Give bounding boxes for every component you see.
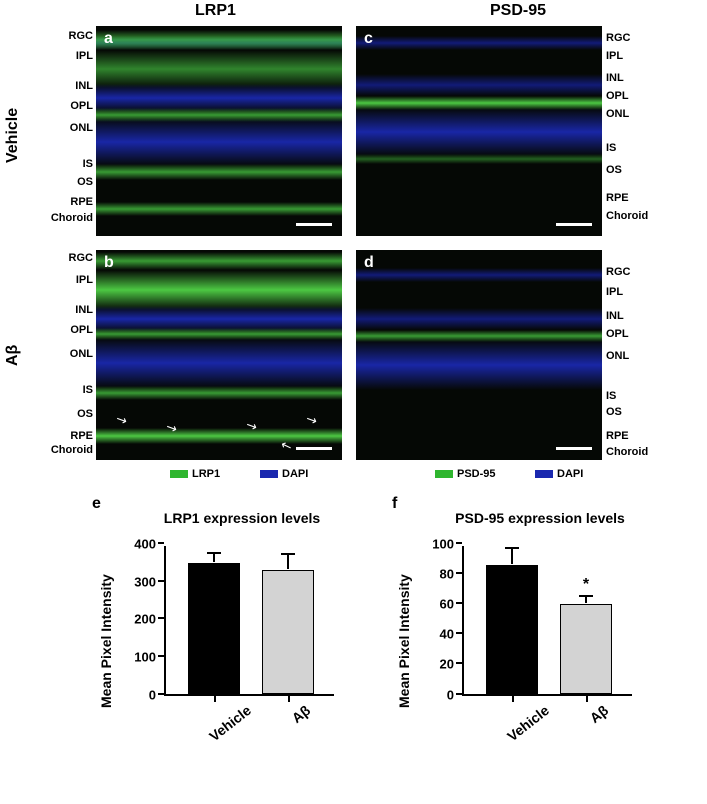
layer-label: INL bbox=[75, 304, 93, 317]
ytick-label: 80 bbox=[440, 567, 454, 582]
legend-item-psd95: PSD-95 bbox=[435, 468, 496, 480]
panel-letter-d: d bbox=[364, 254, 374, 272]
bar-vehicle bbox=[188, 563, 240, 694]
layer-label: OS bbox=[606, 406, 622, 419]
ytick-label: 200 bbox=[134, 612, 156, 627]
legend-swatch-blue bbox=[535, 470, 553, 478]
figure-root: LRP1 PSD-95 Vehicle Aβ a ↘ ↘ ↘ ↘ ↘ b bbox=[0, 0, 707, 804]
legend-swatch-blue bbox=[260, 470, 278, 478]
micrograph-panel-c: c bbox=[356, 26, 602, 236]
ytick-label: 100 bbox=[134, 649, 156, 664]
legend-label: DAPI bbox=[282, 468, 308, 480]
panel-letter-a: a bbox=[104, 30, 113, 48]
layer-label: INL bbox=[75, 80, 93, 93]
layer-label: OPL bbox=[606, 328, 629, 341]
panel-letter-b: b bbox=[104, 254, 114, 272]
row-header-ab: Aβ bbox=[4, 330, 22, 380]
layer-label: IS bbox=[606, 390, 616, 403]
layer-label: IPL bbox=[606, 50, 623, 63]
layer-label: RPE bbox=[70, 196, 93, 209]
layer-label: RGC bbox=[69, 30, 93, 43]
ytick-label: 100 bbox=[432, 537, 454, 552]
legend-item-lrp1: LRP1 bbox=[170, 468, 220, 480]
ytick-label: 300 bbox=[134, 574, 156, 589]
layer-label: INL bbox=[606, 310, 624, 323]
layer-label: IS bbox=[83, 384, 93, 397]
layer-label: Choroid bbox=[606, 446, 648, 459]
ytick-label: 20 bbox=[440, 657, 454, 672]
layer-label: RGC bbox=[606, 266, 630, 279]
micrograph-panel-b: ↘ ↘ ↘ ↘ ↘ b bbox=[96, 250, 342, 460]
y-axis-title: Mean Pixel Intensity bbox=[98, 558, 114, 708]
legend-item-dapi-left: DAPI bbox=[260, 468, 308, 480]
xtick-label-vehicle: Vehicle bbox=[206, 702, 254, 744]
y-axis-title: Mean Pixel Intensity bbox=[396, 558, 412, 708]
scale-bar bbox=[556, 223, 592, 226]
layer-label: OPL bbox=[70, 100, 93, 113]
layer-label: IPL bbox=[606, 286, 623, 299]
layer-label: OPL bbox=[606, 90, 629, 103]
plot-area: 0 100 200 300 400 Vehicle Aβ bbox=[164, 546, 334, 696]
layer-label: RPE bbox=[606, 192, 629, 205]
layer-label: INL bbox=[606, 72, 624, 85]
panel-letter-f: f bbox=[392, 495, 397, 513]
layer-label: OS bbox=[77, 408, 93, 421]
chart-title: LRP1 expression levels bbox=[132, 510, 352, 526]
layer-label: Choroid bbox=[51, 212, 93, 225]
layer-label: IS bbox=[83, 158, 93, 171]
layer-label: Choroid bbox=[51, 444, 93, 457]
scale-bar bbox=[556, 447, 592, 450]
ytick-label: 60 bbox=[440, 597, 454, 612]
layer-label: RPE bbox=[70, 430, 93, 443]
column-header-lrp1: LRP1 bbox=[195, 2, 236, 20]
layer-label: RGC bbox=[69, 252, 93, 265]
bar-ab bbox=[560, 604, 612, 694]
layer-label: IPL bbox=[76, 274, 93, 287]
layer-label: IPL bbox=[76, 50, 93, 63]
scale-bar bbox=[296, 223, 332, 226]
plot-area: 0 20 40 60 80 100 * Vehicle Aβ bbox=[462, 546, 632, 696]
xtick-label-vehicle: Vehicle bbox=[504, 702, 552, 744]
row-header-vehicle: Vehicle bbox=[4, 90, 22, 180]
legend-swatch-green bbox=[435, 470, 453, 478]
layer-label: ONL bbox=[70, 348, 93, 361]
layer-label: ONL bbox=[606, 350, 629, 363]
legend-label: DAPI bbox=[557, 468, 583, 480]
xtick-label-ab: Aβ bbox=[587, 702, 612, 726]
chart-e: LRP1 expression levels Mean Pixel Intens… bbox=[102, 510, 352, 780]
column-header-psd95: PSD-95 bbox=[490, 2, 546, 20]
arrow-marker: ↘ bbox=[303, 410, 320, 429]
panel-letter-e: e bbox=[92, 495, 101, 513]
bar-ab bbox=[262, 570, 314, 694]
layer-label: RPE bbox=[606, 430, 629, 443]
micrograph-panel-d: d bbox=[356, 250, 602, 460]
significance-marker: * bbox=[583, 576, 589, 594]
legend-swatch-green bbox=[170, 470, 188, 478]
scale-bar bbox=[296, 447, 332, 450]
panel-letter-c: c bbox=[364, 30, 373, 48]
ytick-label: 0 bbox=[149, 688, 156, 703]
arrow-marker: ↘ bbox=[113, 410, 130, 429]
legend-label: LRP1 bbox=[192, 468, 220, 480]
layer-label: ONL bbox=[606, 108, 629, 121]
bar-vehicle bbox=[486, 565, 538, 694]
ytick-label: 0 bbox=[447, 688, 454, 703]
layer-label: IS bbox=[606, 142, 616, 155]
micrograph-panel-a: a bbox=[96, 26, 342, 236]
legend-label: PSD-95 bbox=[457, 468, 496, 480]
layer-label: OS bbox=[77, 176, 93, 189]
chart-f: PSD-95 expression levels Mean Pixel Inte… bbox=[400, 510, 650, 780]
layer-label: OPL bbox=[70, 324, 93, 337]
xtick-label-ab: Aβ bbox=[289, 702, 314, 726]
chart-title: PSD-95 expression levels bbox=[430, 510, 650, 526]
legend-item-dapi-right: DAPI bbox=[535, 468, 583, 480]
layer-label: RGC bbox=[606, 32, 630, 45]
layer-label: OS bbox=[606, 164, 622, 177]
ytick-label: 40 bbox=[440, 627, 454, 642]
ytick-label: 400 bbox=[134, 537, 156, 552]
layer-label: ONL bbox=[70, 122, 93, 135]
layer-label: Choroid bbox=[606, 210, 648, 223]
